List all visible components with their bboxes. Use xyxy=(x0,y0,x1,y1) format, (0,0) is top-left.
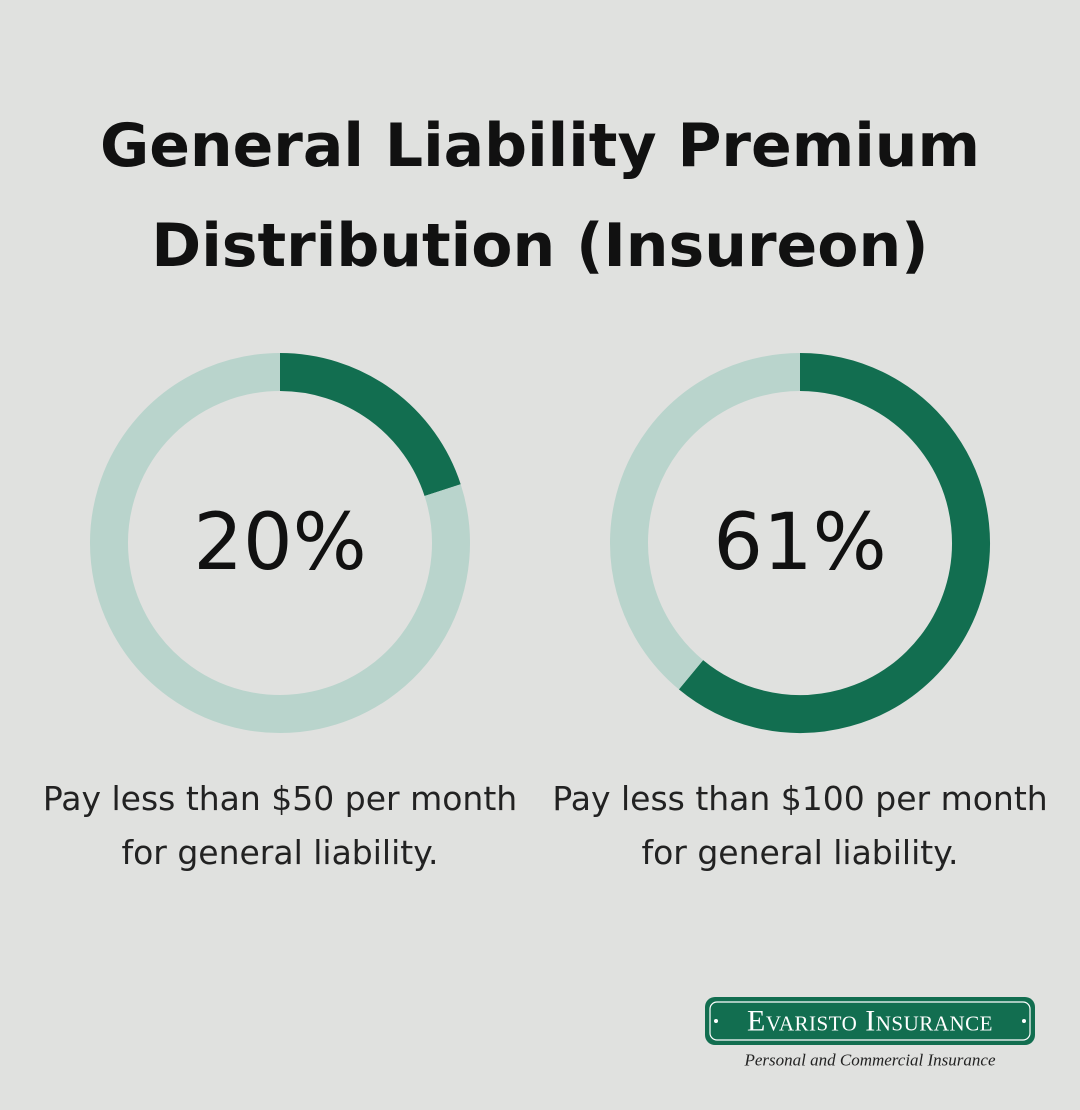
center-value: 20% xyxy=(193,498,366,588)
logo-dot xyxy=(1022,1019,1026,1023)
logo-tagline: Personal and Commercial Insurance xyxy=(743,1051,995,1070)
logo: Evaristo Insurance Personal and Commerci… xyxy=(705,997,1035,1070)
logo-border xyxy=(709,1001,1031,1041)
logo-name: Evaristo Insurance xyxy=(747,1005,993,1038)
center-value: 61% xyxy=(713,498,886,588)
logo-dot xyxy=(714,1019,718,1023)
donut-slice xyxy=(678,353,990,733)
donut-slice xyxy=(90,353,470,733)
donut-slice xyxy=(610,353,801,690)
donut-slice xyxy=(279,353,461,497)
title: General Liability Premium Distribution (… xyxy=(99,111,981,281)
logo-banner xyxy=(705,997,1035,1045)
caption: Pay less than $100 per month for general… xyxy=(552,779,1048,872)
caption: Pay less than $50 per month for general … xyxy=(42,779,518,872)
